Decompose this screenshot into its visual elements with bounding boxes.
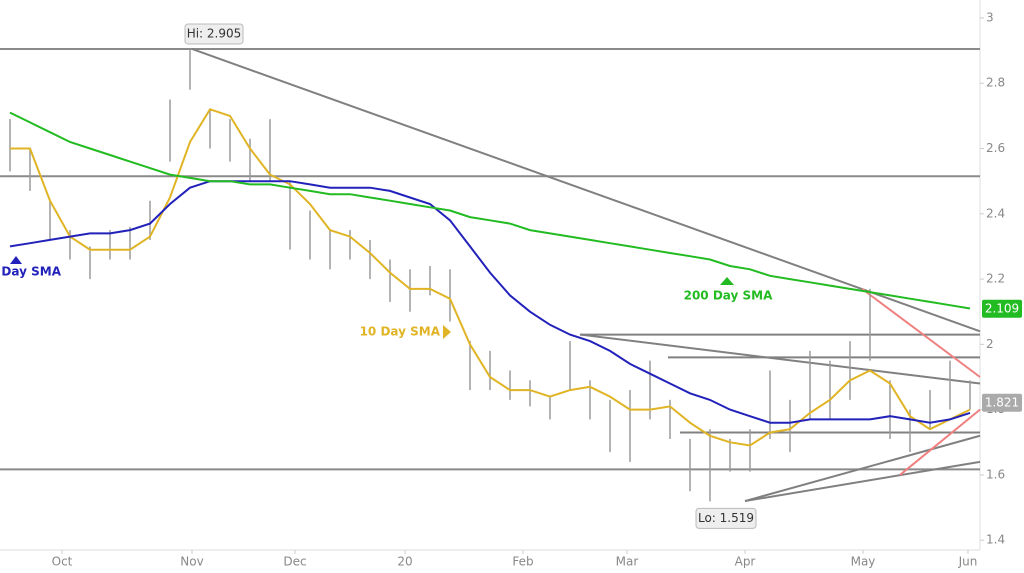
x-tick-label: Feb bbox=[512, 555, 533, 569]
x-tick-label: Nov bbox=[180, 555, 203, 569]
legend-label: 10 Day SMA bbox=[360, 325, 441, 339]
x-tick-label: Dec bbox=[283, 555, 306, 569]
legend-label: 0 Day SMA bbox=[0, 265, 62, 279]
y-tick-label: 2 bbox=[986, 337, 994, 351]
x-tick-label: Apr bbox=[735, 555, 756, 569]
y-tick-label: 3 bbox=[986, 10, 994, 24]
trend-line bbox=[579, 333, 981, 385]
last-value-box bbox=[982, 393, 1022, 412]
y-tick-label: 2.2 bbox=[986, 272, 1005, 286]
sma-line bbox=[9, 111, 971, 310]
legend-marker bbox=[443, 325, 451, 339]
x-tick-label: Oct bbox=[52, 555, 73, 569]
sma-line bbox=[9, 180, 971, 424]
legend-label: 200 Day SMA bbox=[684, 289, 774, 303]
x-tick-label: 20 bbox=[397, 555, 412, 569]
trend-line bbox=[899, 408, 981, 476]
y-tick-label: 2.6 bbox=[986, 141, 1005, 155]
legend-marker bbox=[720, 277, 734, 285]
trend-line bbox=[744, 460, 981, 503]
x-tick-label: Mar bbox=[616, 555, 639, 569]
callout-box bbox=[184, 23, 244, 45]
trend-line bbox=[191, 48, 981, 333]
callout-label: Lo: 1.519 bbox=[698, 511, 754, 525]
x-tick-label: Jun bbox=[958, 555, 978, 569]
legend-marker bbox=[10, 256, 22, 264]
last-value-label: 2.109 bbox=[985, 301, 1019, 315]
callout-box bbox=[695, 507, 757, 529]
sma-line bbox=[10, 108, 971, 447]
trend-line bbox=[861, 288, 981, 378]
y-tick-label: 1.6 bbox=[986, 467, 1005, 481]
y-tick-label: 1.4 bbox=[986, 533, 1005, 547]
x-tick-label: May bbox=[851, 555, 876, 569]
trend-line bbox=[744, 434, 981, 503]
last-value-label: 1.821 bbox=[985, 395, 1019, 409]
last-value-box bbox=[982, 299, 1022, 318]
callout-label: Hi: 2.905 bbox=[187, 26, 242, 40]
y-tick-label: 2.4 bbox=[986, 206, 1005, 220]
y-tick-label: 2.8 bbox=[986, 76, 1005, 90]
